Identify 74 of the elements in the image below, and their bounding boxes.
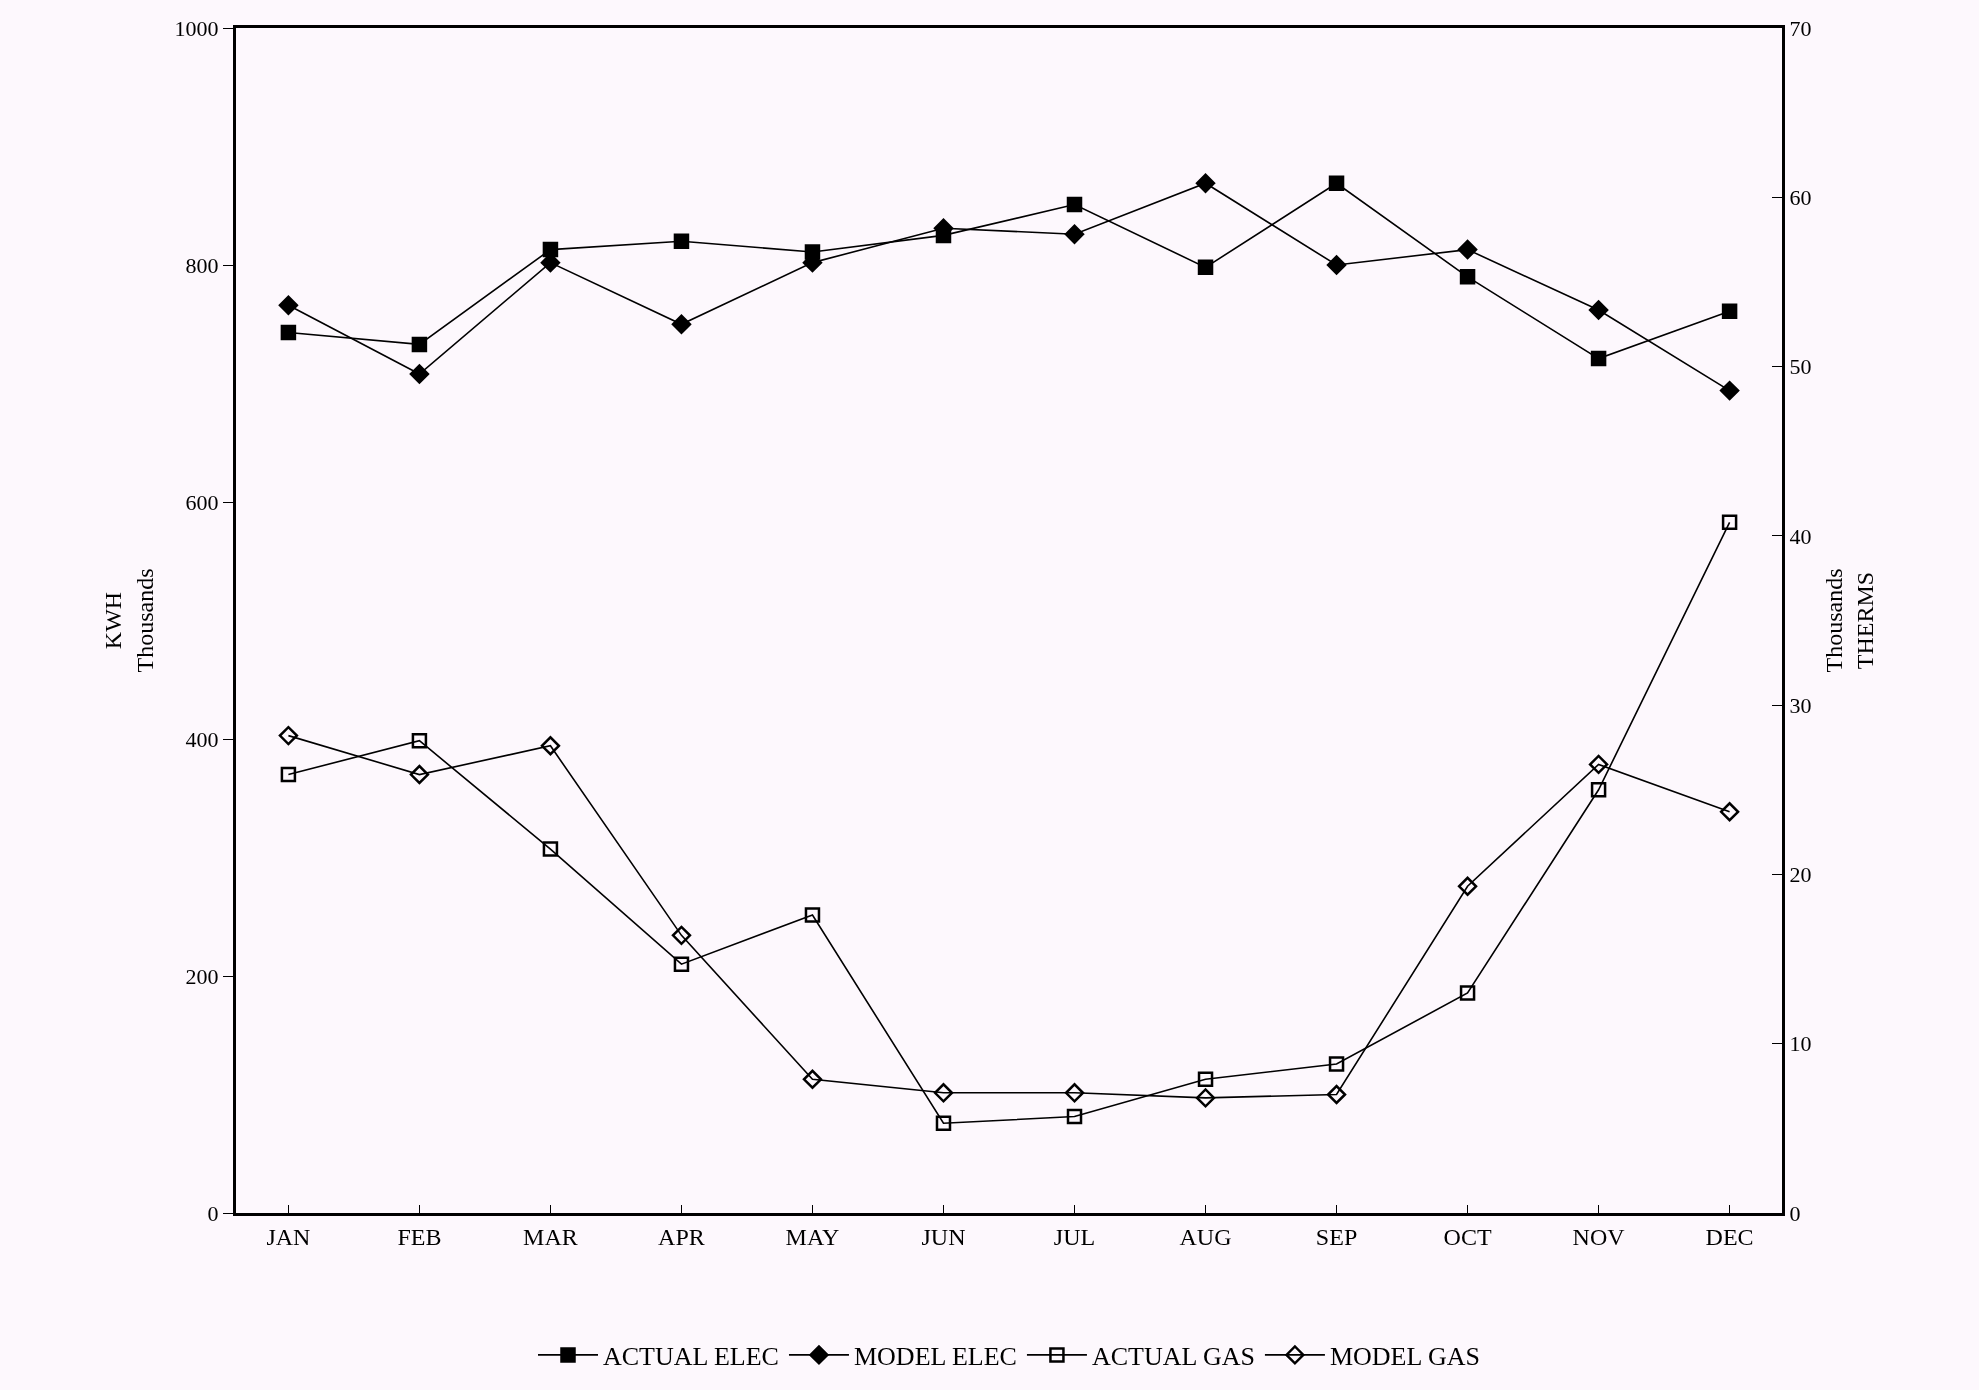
point (1719, 380, 1740, 401)
point (673, 956, 690, 972)
x-tick-label: JUL (1053, 1223, 1096, 1250)
point (1721, 303, 1738, 319)
point (673, 233, 690, 250)
y-axis-title: KWH Thousands (100, 568, 158, 673)
point (1459, 269, 1476, 285)
point (1588, 300, 1609, 320)
point (1195, 1088, 1216, 1108)
point (1326, 255, 1347, 275)
legend-label: MODEL ELEC (853, 1342, 1017, 1372)
point (804, 907, 821, 923)
point (1197, 259, 1214, 276)
point (1721, 514, 1738, 531)
point (1588, 754, 1609, 775)
x-tick-label: APR (658, 1223, 705, 1250)
point (409, 764, 430, 785)
y2-tick-label: 30 (1789, 692, 1812, 718)
x-tick-label: JUN (921, 1223, 966, 1250)
y2-tick-label: 0 (1789, 1200, 1801, 1226)
point (542, 841, 559, 857)
point (671, 314, 692, 334)
point (280, 766, 297, 783)
y-tick-label: 0 (207, 1200, 219, 1226)
y2-tick-label: 40 (1789, 523, 1812, 549)
x-tick-label: SEP (1315, 1223, 1358, 1250)
y2-tick-label: 50 (1789, 354, 1812, 380)
y2-tick-label: 70 (1789, 15, 1812, 41)
point (671, 925, 692, 946)
point (935, 1115, 952, 1132)
y2-tick-label: 10 (1789, 1031, 1812, 1057)
point (1457, 876, 1478, 896)
x-tick-label: OCT (1443, 1223, 1492, 1250)
point (933, 1083, 954, 1103)
legend-label: ACTUAL GAS (1091, 1342, 1255, 1372)
x-tick-label: NOV (1572, 1223, 1626, 1250)
y-tick-label: 1000 (174, 15, 219, 41)
y-tick-label: 800 (185, 252, 219, 278)
point (540, 736, 561, 756)
point (280, 324, 297, 341)
y-tick-label: 400 (185, 726, 219, 752)
x-tick-label: DEC (1705, 1223, 1754, 1250)
point (1066, 196, 1083, 213)
point (802, 1069, 823, 1089)
point (278, 725, 299, 746)
point (1064, 224, 1085, 244)
point (411, 336, 428, 353)
point (1457, 239, 1478, 260)
point (1326, 1084, 1347, 1105)
point (1195, 173, 1216, 193)
x-tick-label: JAN (266, 1223, 311, 1250)
y-tick-label: 600 (185, 489, 219, 515)
point (1328, 175, 1345, 191)
y2-tick-label: 20 (1789, 862, 1812, 888)
legend-label: MODEL GAS (1329, 1342, 1480, 1372)
point (411, 732, 428, 749)
y2-axis-title: Thousands THERMS (1820, 568, 1878, 673)
y-tick-label: 200 (185, 963, 219, 989)
point (409, 364, 430, 384)
point (1066, 1108, 1083, 1125)
point (1459, 985, 1476, 1001)
point (1590, 782, 1607, 798)
x-tick-label: FEB (397, 1223, 442, 1250)
legend-label: ACTUAL ELEC (603, 1342, 779, 1372)
point (1590, 350, 1607, 367)
point (1064, 1083, 1085, 1103)
x-tick-label: MAR (523, 1223, 578, 1250)
point (1328, 1056, 1345, 1072)
x-tick-label: MAY (785, 1223, 840, 1250)
point (1197, 1071, 1214, 1088)
y2-tick-label: 60 (1789, 184, 1812, 210)
x-tick-label: AUG (1179, 1223, 1232, 1250)
point (278, 295, 299, 315)
point (1719, 802, 1740, 822)
